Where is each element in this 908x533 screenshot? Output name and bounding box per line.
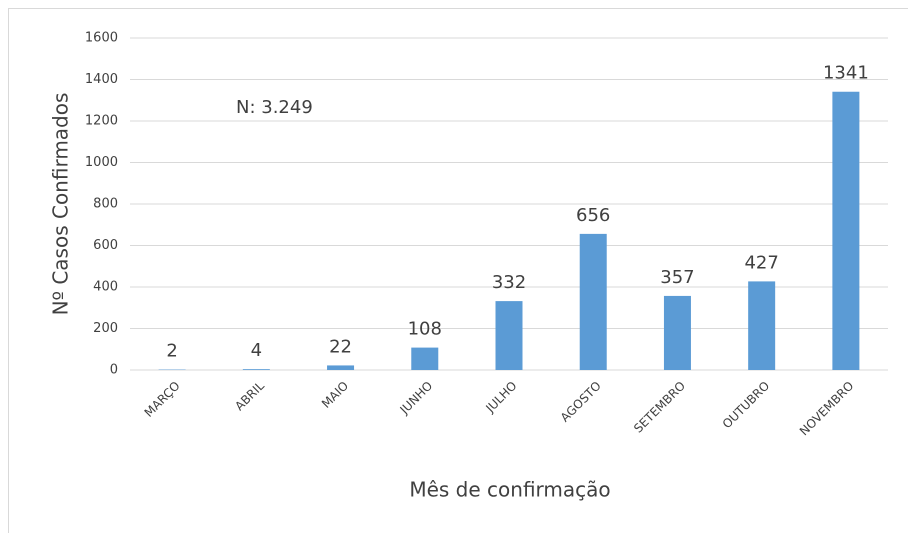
x-tick-label: NOVEMBRO xyxy=(797,379,857,439)
data-label: 1341 xyxy=(823,63,869,84)
data-label: 4 xyxy=(251,340,262,361)
bar xyxy=(832,91,860,371)
x-tick-label: MARÇO xyxy=(142,379,183,420)
bar xyxy=(242,369,270,370)
chart-frame xyxy=(8,8,908,533)
bar xyxy=(495,301,523,370)
x-tick-label: MAIO xyxy=(319,379,351,411)
y-tick-label: 800 xyxy=(93,197,118,212)
x-axis-title: Mês de confirmação xyxy=(409,478,610,502)
data-label: 108 xyxy=(408,319,442,340)
bar xyxy=(579,233,607,370)
x-tick-label: ABRIL xyxy=(232,378,267,413)
bar xyxy=(411,347,439,370)
x-tick-label: OUTUBRO xyxy=(720,379,773,432)
y-tick-label: 600 xyxy=(93,238,118,253)
data-label: 357 xyxy=(660,267,694,288)
y-tick-label: 400 xyxy=(93,280,118,295)
y-tick-label: 200 xyxy=(93,321,118,336)
annotation: N: 3.249 xyxy=(236,97,313,118)
data-label: 332 xyxy=(492,272,526,293)
x-tick-label: SETEMBRO xyxy=(631,379,688,436)
data-label: 22 xyxy=(329,336,352,357)
bar xyxy=(663,295,691,370)
x-tick-label: JULHO xyxy=(482,379,519,416)
y-tick-label: 0 xyxy=(110,363,118,378)
x-tick-label: JUNHO xyxy=(397,379,436,418)
y-tick-label: 1400 xyxy=(85,72,118,87)
x-tick-label: AGOSTO xyxy=(558,379,604,425)
data-label: 656 xyxy=(576,205,610,226)
y-tick-label: 1200 xyxy=(85,114,118,129)
data-label: 427 xyxy=(744,252,778,273)
y-axis-title: Nº Casos Confirmados xyxy=(49,93,73,316)
data-label: 2 xyxy=(166,341,177,362)
y-tick-label: 1600 xyxy=(85,31,118,46)
y-tick-label: 1000 xyxy=(85,155,118,170)
bar xyxy=(748,281,776,370)
bar xyxy=(327,365,355,370)
